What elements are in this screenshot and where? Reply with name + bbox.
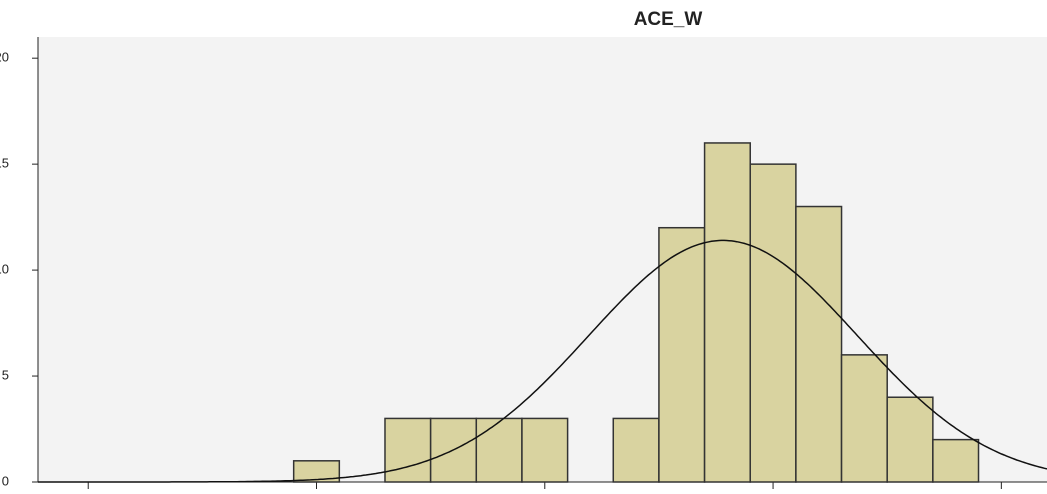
chart-title: ACE_W xyxy=(634,9,703,30)
y-tick-label: 20 xyxy=(0,50,9,65)
bar xyxy=(658,226,706,483)
bar xyxy=(840,354,888,483)
bar xyxy=(292,460,341,483)
bar xyxy=(384,417,432,483)
bar xyxy=(521,417,569,483)
normal-curve xyxy=(38,239,1047,483)
bar xyxy=(612,417,660,483)
y-tick-label: 15 xyxy=(0,156,9,171)
bar xyxy=(932,438,980,483)
y-tick-label: 10 xyxy=(0,262,9,277)
bar xyxy=(886,396,934,483)
y-tick-label: 5 xyxy=(2,367,9,382)
bar xyxy=(475,417,523,483)
bar xyxy=(795,205,843,483)
bar xyxy=(703,142,751,483)
bar xyxy=(749,163,797,483)
y-tick-label: 0 xyxy=(2,473,9,488)
